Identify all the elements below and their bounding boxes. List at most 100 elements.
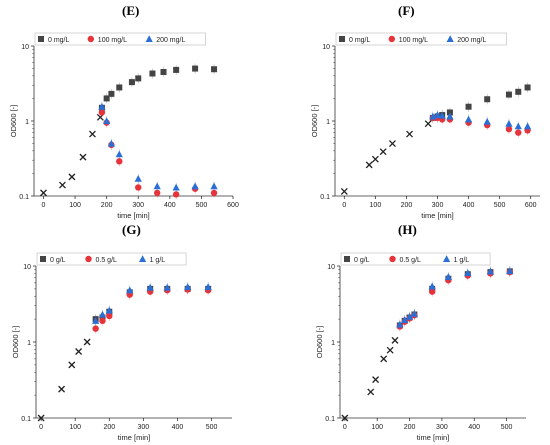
y-axis-label: OD600 [-] (315, 326, 324, 359)
data-point (464, 115, 473, 123)
x-tick-label: 200 (404, 424, 416, 431)
legend-marker (87, 35, 95, 43)
data-point (371, 155, 379, 163)
data-point (184, 283, 192, 290)
series-preculture (40, 113, 104, 197)
data-point (523, 122, 532, 130)
data-point (506, 267, 514, 274)
data-point (79, 153, 87, 161)
x-marker-stroke (389, 140, 396, 148)
legend-label: 0 g/L (354, 257, 370, 264)
x-marker-stroke (341, 414, 349, 422)
data-point (386, 346, 394, 354)
data-point (410, 309, 418, 317)
data-point (191, 182, 199, 190)
data-point (153, 182, 161, 190)
data-point (210, 189, 218, 197)
x-marker-stroke (68, 361, 76, 369)
data-point (424, 120, 432, 128)
x-marker-stroke (365, 161, 373, 169)
data-point (83, 338, 91, 346)
x-axis-label: time [min] (117, 211, 150, 220)
x-axis-label: time [min] (417, 433, 450, 442)
data-point (464, 269, 472, 276)
x-tick-label: 100 (69, 202, 81, 209)
data-point (340, 187, 348, 195)
y-tick-label: 0.1 (320, 194, 330, 201)
y-axis-label: OD600 [-] (310, 105, 319, 138)
x-tick-label: 200 (401, 202, 413, 209)
data-point (524, 84, 531, 91)
data-point (505, 125, 513, 133)
x-marker-stroke (424, 120, 432, 128)
legend: 0 g/L 0.5 g/L 1 g/L (340, 252, 491, 266)
data-point (149, 70, 156, 77)
legend-marker (389, 255, 396, 263)
x-marker-stroke (380, 355, 388, 363)
data-point (428, 288, 436, 295)
data-point (108, 90, 115, 97)
x-marker-stroke (386, 346, 394, 354)
x-marker-stroke (40, 189, 47, 197)
x-marker-stroke (340, 187, 348, 195)
data-point (103, 117, 111, 124)
x-marker-stroke (37, 414, 45, 422)
series-200-mg-l (98, 101, 218, 193)
x-tick-label: 600 (525, 202, 537, 209)
x-marker-stroke (68, 173, 76, 181)
data-point (68, 361, 76, 369)
data-point (116, 84, 123, 91)
legend: 0 mg/L 100 mg/L 200 mg/L (335, 32, 507, 46)
legend-frame (335, 32, 507, 46)
data-point (444, 273, 452, 280)
y-tick-label: 10 (327, 264, 335, 271)
x-tick-label: 0 (343, 424, 347, 431)
series-0-5-g-l (396, 267, 514, 332)
data-point (204, 283, 212, 290)
data-point (88, 130, 96, 138)
data-point (160, 69, 167, 76)
data-point (172, 183, 180, 191)
x-tick-label: 0 (42, 202, 46, 209)
panel-label-h: (H) (398, 222, 417, 237)
legend-label: 100 mg/L (98, 37, 127, 44)
data-point (146, 283, 154, 291)
data-point (192, 65, 199, 72)
legend-label: 0.5 g/L (400, 257, 422, 264)
x-marker-stroke (406, 130, 414, 138)
x-axis-label: time [min] (421, 211, 454, 220)
data-point (428, 282, 436, 290)
x-marker-stroke (391, 336, 399, 344)
x-tick-label: 600 (227, 202, 239, 209)
data-point (486, 267, 495, 275)
x-tick-label: 300 (138, 424, 150, 431)
legend-marker (446, 35, 454, 42)
data-point (389, 140, 396, 148)
x-marker-stroke (88, 130, 96, 138)
data-point (126, 286, 134, 294)
x-tick-label: 100 (370, 202, 382, 209)
legend: 0 g/L 0.5 g/L 1 g/L (36, 252, 187, 266)
x-marker-stroke (79, 153, 87, 161)
data-point (401, 316, 409, 323)
data-point (153, 189, 161, 197)
x-tick-label: 500 (206, 424, 218, 431)
x-tick-label: 100 (69, 424, 81, 431)
y-tick-label: 1 (27, 340, 31, 347)
data-point (514, 122, 522, 130)
legend-marker (38, 36, 44, 42)
data-point (505, 119, 513, 127)
data-point (105, 306, 113, 314)
data-point (92, 325, 99, 332)
y-tick-label: 1 (331, 340, 335, 347)
legend-marker (443, 255, 451, 262)
x-tick-label: 500 (196, 202, 208, 209)
data-point (173, 66, 180, 73)
x-marker-stroke (83, 338, 91, 346)
series-preculture (340, 120, 432, 195)
panel-label-f: (F) (398, 3, 415, 18)
y-tick-label: 0.1 (19, 194, 29, 201)
